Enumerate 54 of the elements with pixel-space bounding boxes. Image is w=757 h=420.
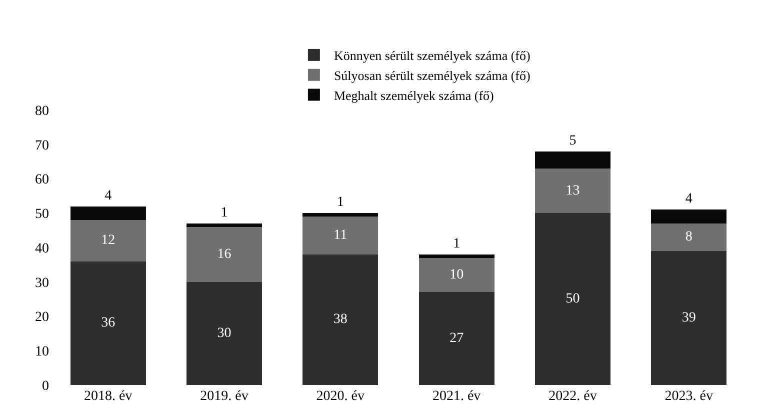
bar bbox=[535, 168, 610, 214]
data-label: 4 bbox=[104, 188, 112, 204]
data-label: 1 bbox=[220, 205, 228, 220]
data-label: 11 bbox=[334, 228, 348, 243]
data-label: 10 bbox=[450, 268, 464, 282]
y-tick-label: 20 bbox=[35, 310, 49, 326]
bar bbox=[70, 206, 146, 220]
x-tick-label: 2019. év bbox=[200, 389, 248, 404]
x-tick-label: 2018. év bbox=[84, 389, 132, 404]
x-tick-label: 2021. év bbox=[432, 389, 481, 404]
legend-label: Meghalt személyek száma (fő) bbox=[334, 88, 494, 103]
data-label: 27 bbox=[450, 331, 464, 346]
data-label: 12 bbox=[101, 233, 116, 248]
y-tick-label: 60 bbox=[35, 172, 49, 188]
legend-label: Súlyosan sérült személyek száma (fő) bbox=[334, 68, 530, 83]
y-tick-label: 10 bbox=[35, 344, 49, 360]
bar bbox=[651, 210, 727, 224]
data-label: 50 bbox=[566, 292, 580, 307]
bar bbox=[535, 213, 610, 385]
bar bbox=[186, 226, 262, 282]
bar bbox=[418, 254, 494, 258]
legend-label: Könnyen sérült személyek száma (fő) bbox=[334, 48, 530, 64]
x-tick-label: 2022. év bbox=[548, 389, 597, 404]
data-label: 30 bbox=[217, 326, 232, 341]
data-label: 5 bbox=[569, 133, 576, 148]
y-tick-label: 30 bbox=[35, 276, 49, 291]
bar bbox=[651, 250, 727, 385]
bar bbox=[70, 261, 146, 385]
bar bbox=[186, 223, 262, 227]
bar bbox=[302, 254, 378, 385]
bar bbox=[186, 282, 262, 385]
data-label: 39 bbox=[682, 310, 696, 326]
data-label: 8 bbox=[685, 230, 692, 245]
y-tick-label: 40 bbox=[35, 241, 49, 256]
x-tick-label: 2023. év bbox=[664, 389, 714, 404]
y-tick-label: 70 bbox=[35, 138, 49, 154]
data-label: 16 bbox=[217, 246, 232, 262]
bar bbox=[651, 223, 727, 251]
bar bbox=[70, 220, 146, 262]
y-tick-label: 80 bbox=[35, 104, 49, 119]
bar bbox=[302, 216, 378, 254]
y-tick-label: 50 bbox=[35, 207, 49, 222]
y-tick-label: 0 bbox=[42, 378, 49, 394]
data-label: 38 bbox=[333, 312, 348, 328]
x-tick-label: 2020. év bbox=[316, 389, 365, 404]
data-label: 13 bbox=[566, 183, 580, 198]
bar bbox=[418, 258, 494, 292]
data-label: 1 bbox=[453, 236, 460, 252]
bar bbox=[302, 213, 378, 217]
data-label: 36 bbox=[101, 316, 116, 331]
bar bbox=[418, 292, 494, 385]
data-label: 1 bbox=[336, 195, 344, 210]
data-label: 4 bbox=[685, 192, 692, 207]
bar bbox=[535, 151, 610, 168]
